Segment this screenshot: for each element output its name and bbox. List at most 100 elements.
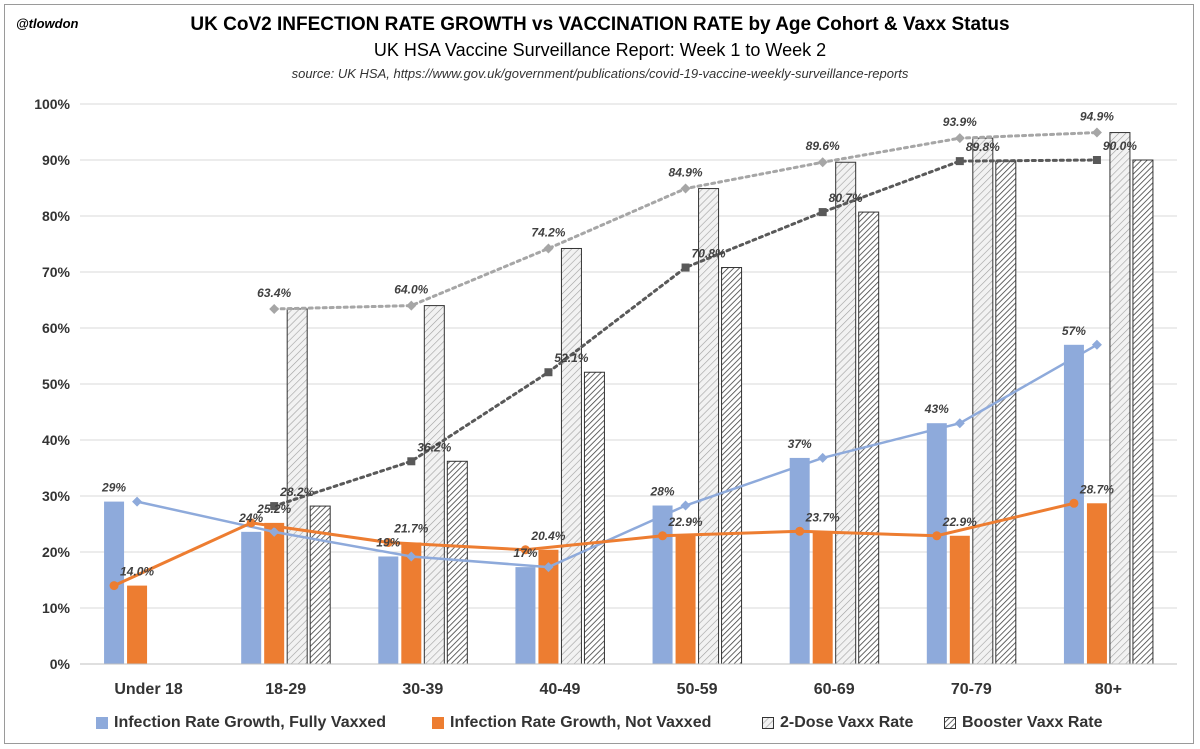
data-label: 37%: [788, 437, 812, 451]
chart-frame: [4, 4, 1194, 744]
line-point: [680, 183, 691, 194]
bar-booster-vaxx-rate: [309, 505, 331, 665]
bar-infection-rate-growth-not-vaxxed: [675, 535, 696, 664]
bar-infection-rate-growth-fully-vaxxed: [378, 556, 399, 664]
line-point: [954, 418, 965, 429]
legend-label: 2-Dose Vaxx Rate: [780, 714, 914, 731]
y-tick-label: 80%: [42, 208, 71, 224]
data-label: 70.8%: [692, 247, 726, 261]
x-tick-label: 80+: [1095, 681, 1122, 698]
data-label: 23.7%: [805, 510, 840, 524]
legend-item-fully-vaxxed: Infection Rate Growth, Fully Vaxxed: [96, 714, 386, 732]
line-point: [520, 545, 530, 555]
bar-infection-rate-growth-not-vaxxed: [949, 535, 970, 664]
x-tick-label: 50-59: [677, 681, 718, 698]
data-label: 74.2%: [531, 225, 565, 239]
line-point: [680, 500, 691, 511]
bar-infection-rate-growth-not-vaxxed: [401, 542, 422, 664]
bar-infection-rate-growth-fully-vaxxed: [652, 505, 673, 664]
chart-title: UK CoV2 INFECTION RATE GROWTH vs VACCINA…: [190, 14, 1010, 35]
data-label: 90.0%: [1103, 139, 1137, 153]
line-point: [817, 452, 828, 463]
data-label: 52.1%: [554, 351, 588, 365]
bar-infection-rate-growth-fully-vaxxed: [926, 423, 947, 664]
bar-booster-vaxx-rate: [858, 211, 880, 665]
bar-infection-rate-growth-not-vaxxed: [1086, 503, 1107, 664]
line-point: [1091, 339, 1102, 350]
line-point: [543, 562, 554, 573]
bar-infection-rate-growth-not-vaxxed: [812, 531, 833, 664]
data-label: 57%: [1062, 324, 1086, 338]
line-point: [109, 581, 119, 591]
y-tick-label: 20%: [42, 544, 71, 560]
bar-booster-vaxx-rate: [1132, 159, 1154, 665]
x-tick-label: 18-29: [265, 681, 306, 698]
bar-infection-rate-growth-fully-vaxxed: [241, 531, 262, 664]
data-label: 84.9%: [669, 166, 703, 180]
bar-booster-vaxx-rate: [721, 267, 743, 665]
line-point: [132, 496, 143, 507]
data-label: 89.8%: [966, 140, 1000, 154]
y-tick-label: 100%: [34, 96, 70, 112]
bar-2-dose-vaxx-rate: [423, 305, 445, 665]
data-label: 20.4%: [530, 529, 565, 543]
bar-booster-vaxx-rate: [446, 460, 468, 665]
bar-infection-rate-growth-not-vaxxed: [127, 585, 148, 664]
line-point: [1092, 156, 1101, 164]
data-label: 28%: [650, 485, 675, 499]
line-point: [383, 537, 393, 547]
line-point: [1091, 127, 1102, 138]
data-label: 94.9%: [1080, 110, 1114, 124]
data-label: 93.9%: [943, 115, 977, 129]
x-tick-label: 60-69: [814, 681, 855, 698]
legend-label: Booster Vaxx Rate: [962, 714, 1103, 731]
chart-source: source: UK HSA, https://www.gov.uk/gover…: [291, 66, 909, 81]
line-point: [543, 243, 554, 254]
data-label: 64.0%: [394, 283, 428, 297]
legend-swatch: [944, 717, 956, 729]
bar-infection-rate-growth-not-vaxxed: [538, 549, 559, 664]
y-tick-label: 90%: [42, 152, 71, 168]
line-point: [681, 263, 690, 272]
y-tick-label: 50%: [42, 376, 71, 392]
data-label: 89.6%: [806, 139, 840, 153]
y-tick-label: 60%: [42, 320, 71, 336]
y-tick-label: 70%: [42, 264, 71, 280]
bar-2-dose-vaxx-rate: [835, 161, 857, 665]
chart-subtitle: UK HSA Vaccine Surveillance Report: Week…: [373, 40, 827, 60]
line-point: [658, 531, 668, 541]
data-label: 43%: [924, 402, 949, 416]
legend-item-booster: Booster Vaxx Rate: [944, 714, 1103, 732]
line-point: [795, 526, 805, 536]
bar-infection-rate-growth-fully-vaxxed: [789, 457, 810, 664]
y-tick-label: 0%: [50, 656, 71, 672]
bar-booster-vaxx-rate: [583, 371, 605, 665]
bar-booster-vaxx-rate: [995, 160, 1017, 665]
data-label: 29%: [101, 481, 126, 495]
data-label: 14.0%: [120, 565, 154, 579]
data-label: 22.9%: [942, 515, 977, 529]
line-point: [1069, 498, 1079, 508]
bar-2-dose-vaxx-rate: [1109, 132, 1131, 665]
data-label: 24%: [238, 511, 263, 525]
line-point: [406, 300, 417, 311]
y-tick-label: 30%: [42, 488, 71, 504]
line-point: [955, 157, 964, 166]
legend-swatch: [432, 717, 444, 729]
bar-infection-rate-growth-fully-vaxxed: [515, 567, 536, 664]
bar-2-dose-vaxx-rate: [560, 247, 582, 665]
line-point: [954, 133, 965, 144]
x-tick-label: Under 18: [114, 681, 183, 698]
data-label: 63.4%: [257, 286, 291, 300]
line-point: [818, 208, 827, 217]
line-point: [269, 526, 280, 537]
line-point: [407, 457, 416, 466]
line-infection-rate-growth-not-vaxxed: [112, 501, 1076, 588]
line-point: [406, 551, 417, 562]
data-label: 22.9%: [668, 515, 703, 529]
line-infection-rate-growth-fully-vaxxed: [135, 343, 1099, 569]
legend-item-two-dose: 2-Dose Vaxx Rate: [762, 714, 913, 732]
line-point: [269, 303, 280, 314]
y-tick-label: 40%: [42, 432, 71, 448]
